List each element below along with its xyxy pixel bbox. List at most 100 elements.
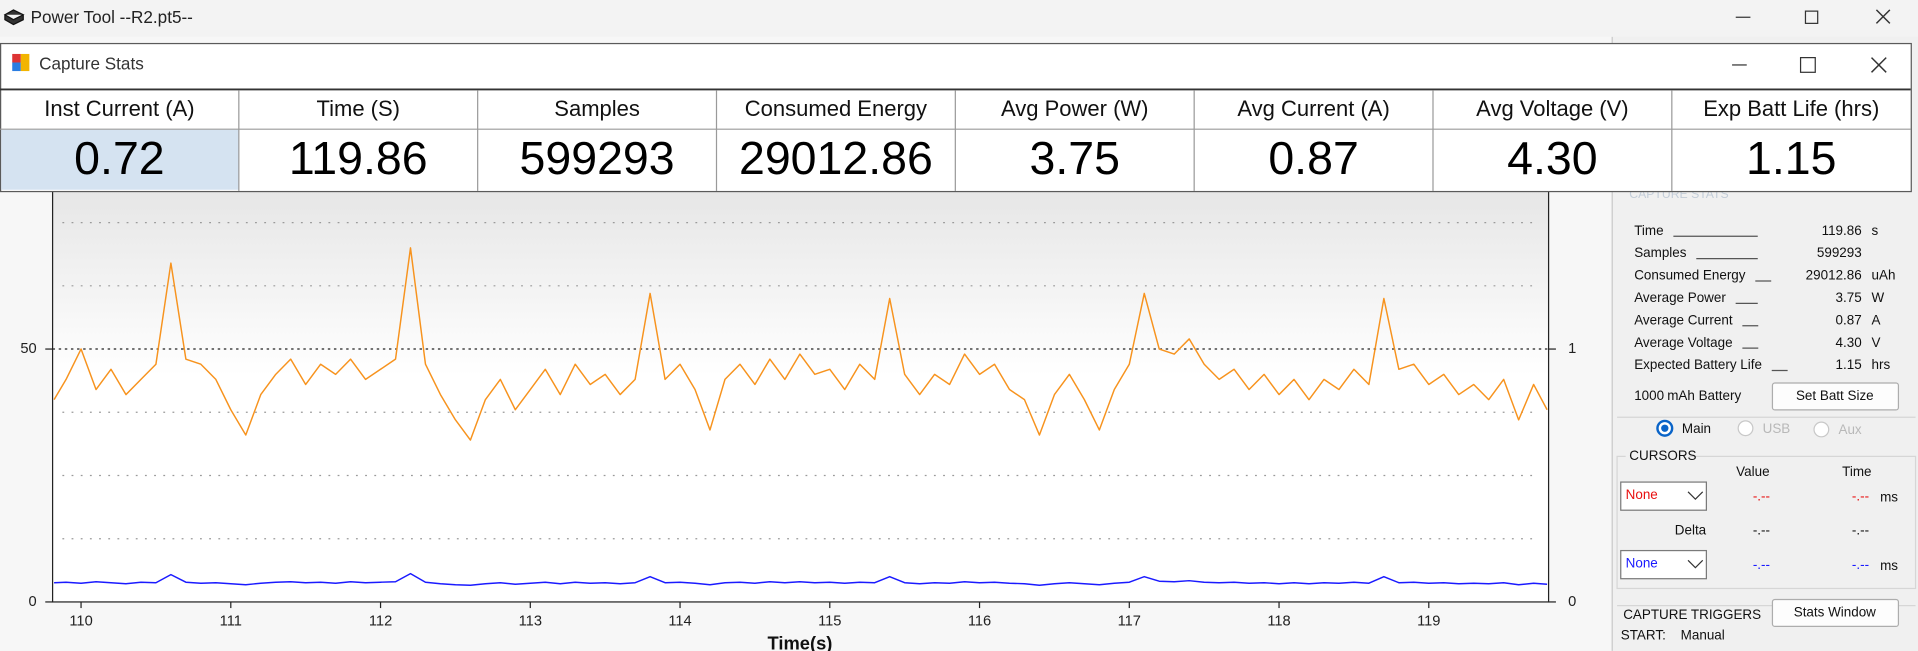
chevron [1687,491,1704,501]
stat-label: Time [1634,223,1663,238]
select-value: None [1626,487,1658,502]
battery-size: 1000 [1634,388,1664,403]
stat-value: 119.86 [1822,223,1862,238]
column-header: Inst Current (A) [44,96,194,121]
stat-label: Average Current [1634,312,1733,327]
x-tick-label: 113 [519,613,542,629]
y2-tick-label: 1 [1568,341,1576,357]
group-title: CAPTURE TRIGGERS [1623,607,1761,622]
radio-aux[interactable] [1813,421,1830,438]
column-header: Avg Current (A) [1237,96,1389,121]
cursor-time: -.-- [1852,488,1869,503]
column-header: Value [1736,464,1769,479]
plot: Time(s) 0 50 0 1 110 111 112 113 114 115 116 117 118… [20,189,1576,651]
stat-value: 4.30 [1836,335,1862,350]
stats-rows: Time 119.86 s Samples 599293 Consumed Energy 2… [1634,223,1895,372]
maximize-button[interactable] [1799,57,1816,73]
stat-label: Expected Battery Life [1634,357,1762,372]
stats-window: Capture Stats Inst Current (A) 0.72 Time (… [0,42,1912,193]
cursor-value: -.-- [1753,557,1770,572]
start-label: START: [1621,628,1666,643]
y2-tick-label: 0 [1568,594,1576,610]
x-tick-label: 110 [69,613,92,629]
delta-value: -.-- [1753,523,1770,538]
column-value: 119.86 [289,132,428,184]
data-line [53,247,1548,441]
column-header: Time [1842,464,1871,479]
x-tick-label: 114 [668,613,691,629]
close-button[interactable] [1870,57,1887,73]
radio-dot [1661,424,1669,432]
stat-unit: hrs [1872,357,1891,372]
column-header: Exp Batt Life (hrs) [1703,96,1879,121]
unit: ms [1880,490,1898,505]
y-tick-label: 50 [20,341,36,357]
window-icon [12,62,21,72]
select-value: None [1626,556,1658,571]
column-value: 4.30 [1507,132,1597,184]
battery-label: mAh Battery [1667,388,1741,403]
close-button[interactable] [1875,9,1891,24]
app-titlebar: Power Tool --R2.pt5-- [3,8,1891,27]
stats-window-button[interactable] [1771,598,1900,628]
radio-usb[interactable] [1737,420,1754,437]
data-line [54,572,1548,586]
cursor-value: -.-- [1753,488,1770,503]
cursor-time: -.-- [1852,557,1869,572]
delta-time: -.-- [1852,523,1869,538]
x-tick-label: 119 [1417,613,1440,629]
stat-unit: V [1872,335,1881,350]
restore-button[interactable] [1804,10,1819,24]
stat-value: 3.75 [1836,290,1862,305]
cursors-group [1616,455,1917,590]
button-label: Set Batt Size [1796,388,1874,403]
stat-unit: s [1872,223,1879,238]
radio-label: Aux [1838,422,1861,437]
column-header: Samples [554,96,640,121]
stats-window-title: Capture Stats [39,54,144,73]
y-tick-label: 0 [29,594,37,610]
x-axis-label: Time(s) [768,633,833,651]
x-tick-label: 118 [1267,613,1290,629]
delta-label: Delta [1675,523,1707,538]
stat-unit: A [1872,312,1881,327]
column-value: 3.75 [1030,132,1120,184]
column-header: Avg Power (W) [1001,96,1149,121]
stat-unit: uAh [1872,268,1896,283]
stat-value: 1.15 [1836,357,1862,372]
column-header: Time (S) [316,96,400,121]
stat-unit: W [1872,290,1885,305]
radio-label: USB [1763,421,1791,436]
x-tick-label: 116 [968,613,991,629]
stats-columns: Inst Current (A) 0.72 Time (S) 119.86 Sample… [0,90,1911,191]
column-value: 29012.86 [739,132,933,184]
button-label: Stats Window [1794,605,1876,620]
stat-label: Average Voltage [1634,335,1732,350]
column-value: 0.72 [74,132,164,184]
window-icon [20,62,30,72]
stat-value: 0.87 [1836,312,1862,327]
app-title: Power Tool --R2.pt5-- [31,8,193,27]
chevron [1687,559,1704,569]
group-title: CURSORS [1629,448,1696,463]
x-tick-label: 115 [818,613,841,629]
stat-label: Consumed Energy [1634,268,1746,283]
column-header: Avg Voltage (V) [1476,96,1628,121]
x-tick-label: 111 [220,613,242,629]
plot-area [51,189,1550,603]
start-value: Manual [1681,628,1725,643]
group-label-bg [1625,449,1690,464]
column-value: 0.87 [1268,132,1358,184]
x-tick-label: 112 [369,613,392,629]
stat-label: Samples [1634,245,1687,260]
app-icon [3,9,25,26]
x-tick-label: 117 [1118,613,1141,629]
window-icon [20,53,30,63]
column-value: 1.15 [1746,132,1836,184]
stat-value: 29012.86 [1806,268,1862,283]
set-batt-button[interactable] [1771,382,1900,411]
column-value: 599293 [520,132,675,184]
value-cell-selected [1,129,239,190]
